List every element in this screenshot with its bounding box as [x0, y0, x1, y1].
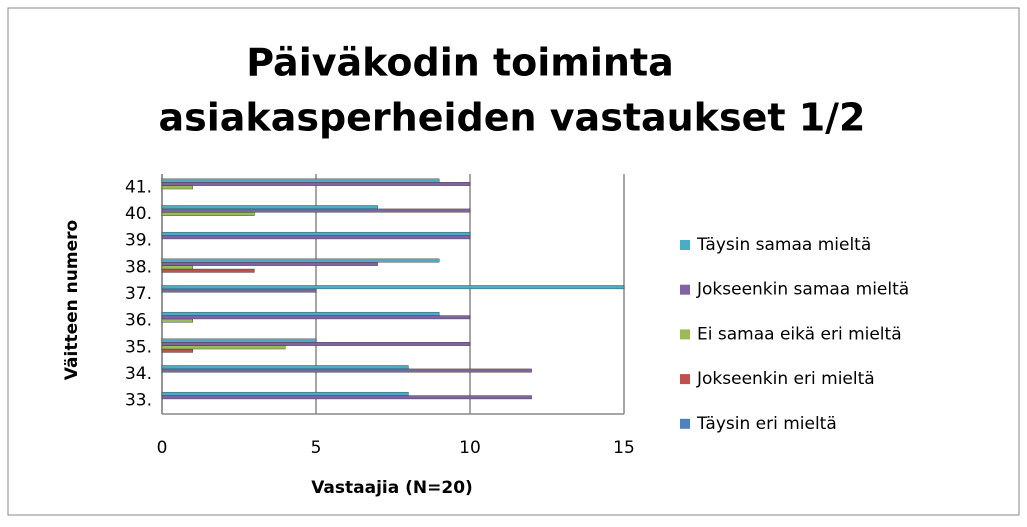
bar — [161, 345, 286, 350]
bar — [161, 285, 625, 290]
chart-title: asiakasperheiden vastaukset 1/2 — [159, 96, 866, 140]
bar — [161, 365, 409, 370]
y-tick-label: 40. — [125, 204, 152, 224]
y-tick-label: 34. — [125, 364, 152, 384]
y-tick-label: 39. — [125, 231, 152, 251]
x-tick-label: 5 — [311, 438, 322, 458]
y-tick-label: 38. — [125, 257, 152, 277]
legend-label: Jokseenkin eri mieltä — [696, 369, 875, 389]
bar — [161, 231, 471, 236]
bar — [161, 265, 193, 270]
bar — [161, 208, 471, 213]
bar — [161, 258, 440, 263]
bar — [161, 205, 378, 210]
bar — [161, 262, 378, 266]
x-tick-label: 0 — [157, 438, 168, 458]
bar — [161, 368, 532, 373]
legend-swatch — [680, 418, 690, 429]
bar — [161, 268, 255, 273]
bar — [161, 288, 317, 293]
bar — [161, 338, 317, 343]
bar — [161, 185, 193, 190]
bar — [161, 348, 193, 353]
y-axis-label: Väitteen numero — [62, 220, 82, 380]
legend-label: Täysin eri mieltä — [696, 414, 837, 434]
x-axis-label: Vastaajia (N=20) — [311, 478, 473, 498]
bar — [161, 391, 409, 396]
bar — [161, 178, 440, 183]
bar — [161, 315, 471, 320]
bar — [161, 235, 471, 240]
bar — [161, 311, 440, 316]
y-tick-label: 36. — [125, 311, 152, 331]
bar — [161, 212, 255, 216]
bar — [161, 318, 193, 323]
legend-swatch — [680, 329, 690, 340]
legend-swatch — [680, 284, 690, 295]
x-tick-label: 10 — [459, 438, 481, 458]
legend-label: Jokseenkin samaa mieltä — [696, 280, 909, 300]
y-tick-label: 41. — [125, 177, 152, 197]
legend-label: Täysin samaa mieltä — [696, 235, 871, 255]
y-tick-label: 35. — [125, 337, 152, 357]
bar — [161, 182, 471, 186]
legend-label: Ei samaa eikä eri mieltä — [697, 324, 902, 344]
y-tick-label: 33. — [125, 391, 152, 411]
legend-swatch — [680, 374, 690, 385]
bar — [161, 342, 471, 346]
legend-swatch — [680, 240, 690, 250]
bar — [161, 395, 532, 400]
y-tick-label: 37. — [125, 284, 152, 304]
chart-title: Päiväkodin toiminta — [246, 41, 674, 85]
x-tick-label: 15 — [613, 438, 635, 458]
